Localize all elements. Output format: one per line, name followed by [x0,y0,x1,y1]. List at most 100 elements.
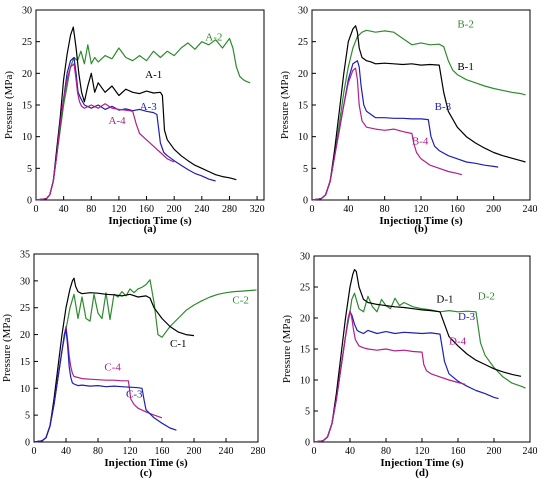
x-axis-label: Injection Time (s) [379,215,463,227]
series-label-a-1: A-1 [145,69,162,81]
x-tick-label: 40 [345,446,355,457]
y-tick-label: 0 [305,438,310,449]
y-tick-label: 5 [25,411,30,422]
y-axis-label: Pressure (MPa) [281,315,293,383]
series-line-b-1 [311,25,526,201]
x-tick-label: 200 [487,446,502,457]
x-axis-label: Injection Time (s) [380,457,464,469]
y-tick-label: 0 [303,196,308,207]
series-line-c-1 [33,277,195,443]
y-tick-label: 30 [298,6,308,17]
x-tick-label: 200 [187,446,202,457]
y-tick-label: 15 [300,345,310,356]
series-label-b-2: B-2 [457,19,474,31]
x-tick-label: 40 [61,446,71,457]
x-tick-label: 280 [222,204,237,215]
x-tick-label: 120 [415,446,430,457]
x-tick-label: 40 [59,204,69,215]
y-tick-label: 20 [22,69,32,80]
y-tick-label: 30 [300,252,310,263]
y-tick-label: 35 [20,250,30,261]
y-axis-label: Pressure (MPa) [3,71,15,139]
y-tick-label: 10 [298,132,308,143]
y-tick-label: 25 [300,283,310,294]
y-tick-label: 15 [298,101,308,112]
x-tick-label: 80 [93,446,103,457]
x-tick-label: 0 [310,204,315,215]
x-tick-label: 200 [486,204,501,215]
x-tick-label: 280 [251,446,266,457]
x-tick-label: 160 [450,204,465,215]
series-line-b-2 [311,29,526,201]
y-tick-label: 30 [20,276,30,287]
series-line-d-4 [313,310,466,443]
series-label-c-1: C-1 [170,338,187,350]
y-axis-label: Pressure (MPa) [1,314,13,382]
x-tick-label: 240 [523,204,538,215]
x-axis-label: Injection Time (s) [104,457,188,469]
x-axis-label: Injection Time (s) [108,215,192,227]
y-tick-label: 20 [20,330,30,341]
x-tick-label: 120 [111,204,126,215]
y-tick-label: 10 [20,384,30,395]
y-tick-label: 25 [20,303,30,314]
series-line-a-2 [35,37,251,201]
plot-frame [313,255,531,443]
series-line-c-3 [33,328,177,443]
x-tick-label: 120 [123,446,138,457]
y-tick-label: 25 [22,37,32,48]
series-label-b-1: B-1 [457,61,474,73]
plot-frame [33,253,259,443]
x-tick-label: 80 [86,204,96,215]
series-label-c-4: C-4 [104,362,121,374]
panel-c: 0 40 80 120 160 200 240 280 0 5 10 15 20 25 30 35 Inject… [1,250,266,480]
series-line-a-1 [35,26,237,201]
y-tick-label: 5 [305,407,310,418]
y-tick-label: 15 [22,101,32,112]
x-tick-label: 0 [312,446,317,457]
panel-caption: (a) [144,223,157,235]
series-line-c-2 [33,279,257,443]
x-tick-label: 240 [194,204,209,215]
y-tick-label: 20 [300,314,310,325]
panel-b: 0 40 80 120 160 200 240 0 5 10 15 20 25 30 Injection T… [279,6,538,236]
series-label-b-3: B-3 [435,101,452,113]
y-tick-label: 10 [22,132,32,143]
plot-frame [311,9,531,201]
y-axis-label: Pressure (MPa) [279,71,291,139]
series-line-a-4 [35,63,175,201]
series-line-d-1 [313,269,522,443]
x-tick-label: 0 [32,446,37,457]
series-label-d-4: D-4 [449,336,467,348]
series-label-d-3: D-3 [458,311,476,323]
series-label-c-2: C-2 [232,294,249,306]
series-line-b-4 [311,67,463,201]
x-tick-label: 80 [380,204,390,215]
series-label-d-1: D-1 [436,294,453,306]
panel-d: 0 40 80 120 160 200 240 0 5 10 15 20 25 30 Injection T… [281,252,538,480]
x-tick-label: 240 [219,446,234,457]
x-tick-label: 80 [381,446,391,457]
series-line-a-3 [35,56,216,201]
y-tick-label: 0 [27,196,32,207]
panel-caption: (c) [140,467,153,479]
x-tick-label: 40 [343,204,353,215]
series-line-c-4 [33,325,163,443]
y-tick-label: 10 [300,376,310,387]
y-tick-label: 15 [20,357,30,368]
series-label-a-2: A-2 [205,31,222,43]
x-tick-label: 160 [451,446,466,457]
x-tick-label: 320 [250,204,265,215]
x-tick-label: 200 [167,204,182,215]
x-tick-label: 0 [34,204,39,215]
series-label-c-3: C-3 [126,388,143,400]
y-tick-label: 20 [298,69,308,80]
series-label-a-4: A-4 [109,115,127,127]
y-tick-label: 5 [27,164,32,175]
y-tick-label: 25 [298,37,308,48]
panel-a: 0 40 80 120 160 200 240 280 320 0 5 10 15 20 25 30 Injec… [3,6,265,236]
x-tick-label: 160 [139,204,154,215]
x-tick-label: 160 [155,446,170,457]
x-tick-label: 240 [523,446,538,457]
